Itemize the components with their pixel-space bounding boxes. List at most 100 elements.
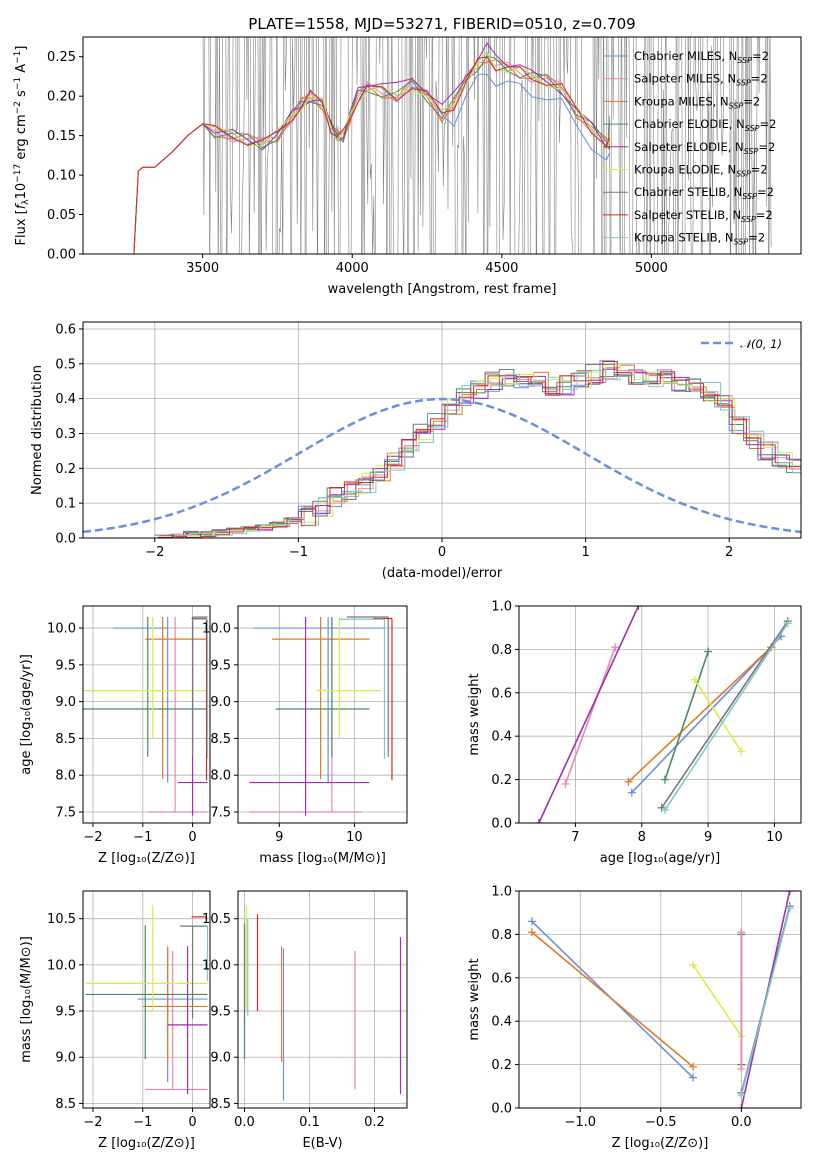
mass-age-plot-area (249, 616, 393, 816)
x-tick-label: 0.1 (299, 1115, 320, 1130)
y-tick-label: 0.15 (47, 129, 76, 144)
y-tick-label: 0.0 (491, 817, 512, 832)
axes-frame (237, 890, 408, 1109)
x-tick-label: −2 (145, 545, 164, 560)
x-tick-label: 4000 (336, 261, 369, 276)
x-tick-label: −1 (133, 830, 152, 845)
legend-label: Salpeter ELODIE, NSSP=2 (634, 140, 775, 156)
y-tick-label: 10.5 (47, 912, 76, 927)
weight-line-salpeter-elodie (538, 606, 640, 823)
y-tick-label: 0.6 (491, 971, 512, 986)
y-tick-label: 10.0 (47, 622, 76, 637)
x-tick-label: 0 (188, 830, 196, 845)
x-axis-label: wavelength [Angstrom, rest frame] (328, 282, 557, 297)
y-tick-label: 9.5 (55, 658, 76, 673)
weight-line-kroupa-miles (531, 931, 694, 1068)
x-axis-label: Z [log₁₀(Z/Z⊙)] (98, 851, 195, 866)
legend-label: Chabrier STELIB, NSSP=2 (634, 185, 774, 201)
z-mass-panel: −2 −1 0 8.5 9.0 9.5 10.0 10.5 Z [log₁₀(Z/Z⊙)] mas… (19, 890, 211, 1151)
histogram-line-chabrier-miles (154, 360, 801, 538)
y-tick-label: 0.6 (491, 686, 512, 701)
x-tick-label: 7 (571, 830, 579, 845)
y-tick-label: 0.0 (55, 532, 76, 547)
axes-frame (82, 605, 211, 824)
x-tick-label: 10 (766, 830, 783, 845)
y-tick-label: 0.2 (55, 462, 76, 477)
age-weight-panel: 7 8 9 10 0.0 0.2 0.4 0.6 0.8 1.0 age [log₁₀(age/yr… (467, 600, 802, 866)
y-tick-label: 7.5 (55, 805, 76, 820)
weight-line-chabrier-elodie (664, 651, 709, 780)
legend-label: Kroupa ELODIE, NSSP=2 (634, 163, 768, 179)
weight-line-kroupa-stelib (740, 908, 791, 1096)
legend-label: 𝒩(0, 1) (740, 337, 782, 351)
axes-frame (82, 321, 802, 539)
z-mass-plot-area (85, 904, 209, 1095)
axes-frame (82, 890, 211, 1109)
legend-label: Salpeter MILES, NSSP=2 (634, 72, 768, 88)
x-tick-label: 4500 (485, 261, 518, 276)
histogram-line-salpeter-stelib (157, 361, 801, 538)
y-tick-label: 0.8 (491, 643, 512, 658)
y-tick-label: 9.0 (55, 695, 76, 710)
y-axis-label: Flux [fλ10−17 erg cm−2 s−1 A−1] (13, 46, 31, 246)
y-axis-label: age [log₁₀(age/yr)] (19, 654, 34, 775)
normal-distribution-curve (83, 397, 801, 534)
y-tick-label: 10.5 (202, 912, 231, 927)
z-weight-panel: −1.0 −0.5 0.0 0.0 0.2 0.4 0.6 0.8 1.0 Z [log₁₀(Z/… (467, 885, 802, 1151)
y-tick-label: 0.8 (491, 928, 512, 943)
y-tick-label: 0.05 (47, 208, 76, 223)
x-tick-label: 9 (704, 830, 712, 845)
y-tick-label: 8.0 (55, 769, 76, 784)
y-axis-label: mass weight (467, 958, 482, 1040)
x-axis-label: age [log₁₀(age/yr)] (600, 851, 721, 866)
y-tick-label: 9.5 (210, 1005, 231, 1020)
legend-label: Chabrier MILES, NSSP=2 (634, 49, 769, 65)
y-tick-label: 0.5 (55, 357, 76, 372)
y-tick-label: 9.0 (210, 1051, 231, 1066)
x-tick-label: −0.5 (645, 1115, 677, 1130)
y-tick-label: 8.5 (210, 1097, 231, 1112)
weight-line-kroupa-elodie (694, 679, 742, 752)
x-tick-label: 9 (275, 830, 283, 845)
y-tick-label: 0.1 (55, 497, 76, 512)
histogram-line-chabrier-stelib (154, 363, 801, 538)
y-tick-label: 0.10 (47, 169, 76, 184)
x-tick-label: 0 (188, 1115, 196, 1130)
y-tick-label: 10.0 (202, 958, 231, 973)
y-tick-label: 9.5 (210, 658, 231, 673)
axes-frame (237, 605, 408, 824)
spectrum-plot-area (112, 37, 772, 254)
y-tick-label: 0.2 (491, 773, 512, 788)
y-tick-label: 0.25 (47, 50, 76, 65)
y-tick-label: 10.0 (202, 622, 231, 637)
y-tick-label: 7.5 (210, 805, 231, 820)
x-tick-label: −2 (83, 1115, 102, 1130)
weight-line-salpeter-miles (564, 646, 616, 785)
spectrum-panel: 3500 4000 4500 5000 0.00 0.05 0.10 0.15 0.20 0.25… (13, 36, 802, 297)
x-tick-label: 0 (438, 545, 446, 560)
residuals-panel: −2 −1 0 1 2 0.0 0.1 0.2 0.3 0.4 0.5 0.6 (data-model)… (30, 321, 802, 581)
z-age-panel: −2 −1 0 7.5 8.0 8.5 9.0 9.5 10.0 Z [log₁₀(Z/Z⊙)] a… (19, 605, 211, 866)
legend-label: Kroupa MILES, NSSP=2 (634, 94, 760, 110)
ebv-mass-panel: 0.0 0.1 0.2 8.5 9.0 9.5 10.0 10.5 E(B-V) (202, 890, 408, 1151)
x-tick-label: 3500 (186, 261, 219, 276)
legend-label: Kroupa STELIB, NSSP=2 (634, 231, 765, 247)
x-tick-label: −1 (289, 545, 308, 560)
x-axis-label: Z [log₁₀(Z/Z⊙)] (98, 1136, 195, 1151)
weight-line-kroupa-elodie (692, 964, 743, 1037)
y-tick-label: 8.5 (55, 732, 76, 747)
x-axis-label: (data-model)/error (382, 566, 503, 581)
y-tick-label: 0.00 (47, 248, 76, 263)
y-tick-label: 0.4 (55, 392, 76, 407)
y-tick-label: 0.6 (55, 322, 76, 337)
x-tick-label: 2 (725, 545, 733, 560)
y-tick-label: 8.0 (210, 769, 231, 784)
y-tick-label: 0.3 (55, 427, 76, 442)
y-tick-label: 9.0 (55, 1051, 76, 1066)
y-tick-label: 0.0 (491, 1102, 512, 1117)
y-tick-label: 0.4 (491, 1015, 512, 1030)
y-axis-label: mass weight (467, 673, 482, 755)
x-tick-label: −2 (83, 830, 102, 845)
y-axis-label: mass [log₁₀(M/M⊙)] (19, 936, 34, 1063)
